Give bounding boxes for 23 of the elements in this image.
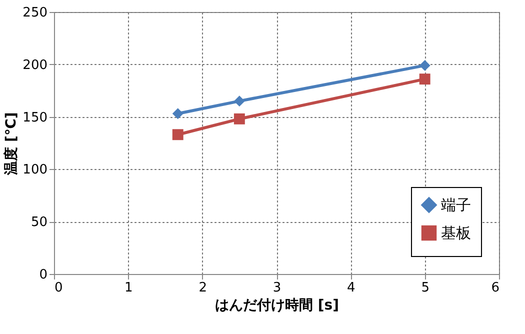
y-tick-label: 0 [39, 268, 48, 282]
legend-label: 基板 [441, 224, 471, 242]
point [172, 108, 184, 120]
y-tick-label: 100 [22, 162, 48, 178]
point [419, 74, 430, 85]
x-tick-label: 6 [491, 280, 500, 296]
x-tick-label: 4 [347, 280, 356, 296]
x-tick-label: 5 [421, 280, 430, 296]
y-tick-label: 200 [22, 58, 48, 73]
x-axis-title: はんだ付け時間 [s] [214, 298, 340, 314]
x-tick-label: 2 [198, 280, 207, 296]
x-tick-label: 3 [272, 280, 282, 296]
x-tick-label: 1 [124, 280, 133, 296]
x-tick-label: 0 [54, 280, 63, 296]
y-tick-label: 150 [22, 110, 48, 126]
legend-label: 端子 [441, 196, 471, 214]
point [419, 60, 430, 71]
point [234, 113, 245, 124]
y-tick-label: 50 [30, 215, 48, 230]
y-axis-title: 温度 [℃] [2, 112, 20, 176]
point [172, 129, 184, 140]
y-tick-label: 250 [22, 6, 48, 20]
point [234, 96, 245, 107]
